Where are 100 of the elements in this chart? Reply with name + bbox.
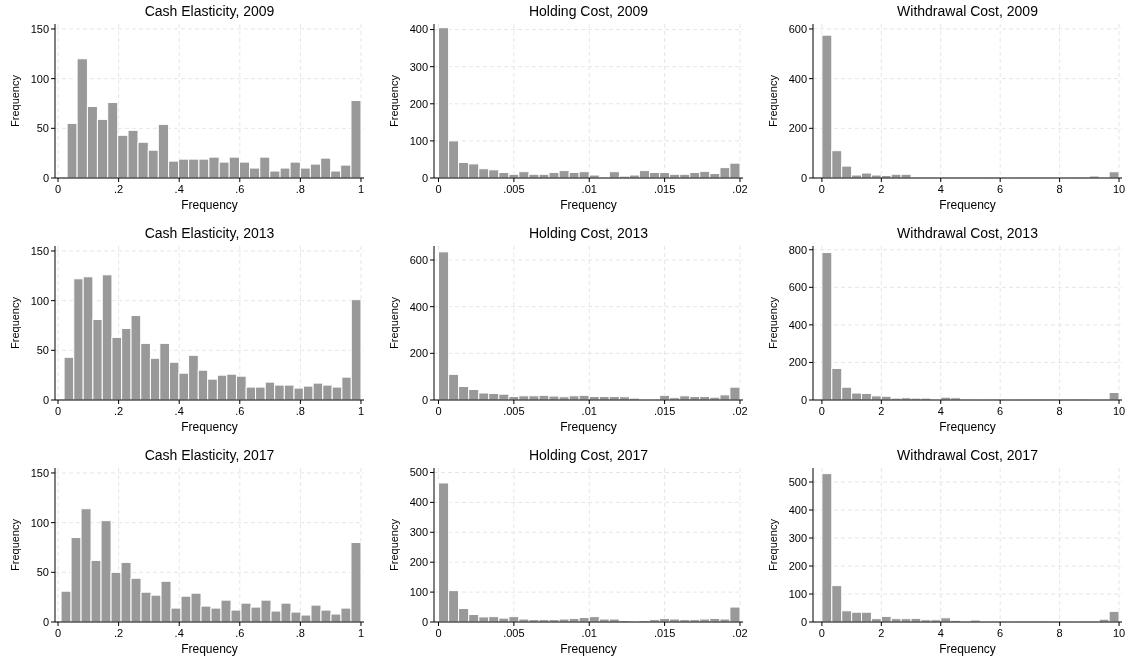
y-tick-label: 400 bbox=[409, 23, 428, 36]
x-tick-label: 6 bbox=[997, 405, 1004, 417]
x-axis-title: Frequency bbox=[181, 420, 238, 434]
chart-title: Cash Elasticity, 2013 bbox=[144, 225, 275, 241]
x-tick-label: 1 bbox=[357, 405, 365, 417]
x-tick-label: .6 bbox=[235, 627, 245, 639]
x-tick-label: .015 bbox=[653, 627, 676, 639]
x-tick-label: 0 bbox=[818, 183, 825, 195]
chart-title: Withdrawal Cost, 2009 bbox=[897, 3, 1039, 19]
x-tick-label: 0 bbox=[818, 405, 825, 417]
x-tick-label: .2 bbox=[114, 405, 124, 417]
x-tick-label: 0 bbox=[818, 627, 825, 639]
x-tick-label: 0 bbox=[54, 627, 62, 639]
chart-title: Withdrawal Cost, 2017 bbox=[897, 447, 1039, 463]
x-tick-label: .8 bbox=[295, 183, 305, 195]
chart-title: Cash Elasticity, 2017 bbox=[144, 447, 275, 463]
x-tick-label: .4 bbox=[174, 405, 184, 417]
y-tick-label: 500 bbox=[409, 466, 428, 479]
x-tick-label: .015 bbox=[653, 183, 676, 195]
x-tick-label: .005 bbox=[503, 627, 525, 639]
x-tick-label: 0 bbox=[435, 183, 442, 195]
y-tick-label: 50 bbox=[36, 344, 49, 357]
y-tick-label: 400 bbox=[409, 300, 428, 313]
y-tick-label: 0 bbox=[800, 615, 807, 628]
x-tick-label: 1 bbox=[357, 627, 365, 639]
x-tick-label: .4 bbox=[174, 183, 184, 195]
x-tick-label: 10 bbox=[1112, 627, 1126, 639]
x-tick-label: 4 bbox=[937, 405, 944, 417]
y-tick-label: 100 bbox=[30, 516, 49, 529]
x-tick-label: 1 bbox=[357, 183, 365, 195]
y-axis-title: Frequency bbox=[388, 74, 400, 127]
y-axis-title: Frequency bbox=[767, 296, 779, 349]
x-tick-label: .01 bbox=[581, 183, 597, 195]
x-tick-label: .015 bbox=[653, 405, 676, 417]
x-tick-label: 0 bbox=[435, 405, 442, 417]
x-tick-label: .8 bbox=[295, 405, 305, 417]
y-tick-label: 100 bbox=[409, 134, 428, 147]
y-tick-label: 100 bbox=[30, 294, 49, 307]
x-tick-label: 10 bbox=[1112, 405, 1126, 417]
y-tick-label: 100 bbox=[30, 72, 49, 85]
chart-title: Holding Cost, 2017 bbox=[528, 447, 649, 463]
y-tick-label: 600 bbox=[409, 253, 428, 266]
x-axis-title: Frequency bbox=[560, 198, 617, 212]
chart-title: Holding Cost, 2009 bbox=[528, 3, 649, 19]
y-tick-label: 200 bbox=[409, 556, 428, 569]
x-tick-label: 2 bbox=[878, 183, 885, 195]
y-axis-title: Frequency bbox=[9, 296, 21, 349]
x-tick-label: .02 bbox=[732, 405, 748, 417]
y-tick-label: 200 bbox=[788, 122, 807, 135]
x-tick-label: 2 bbox=[878, 627, 885, 639]
y-tick-label: 200 bbox=[788, 559, 807, 572]
y-tick-label: 400 bbox=[788, 503, 807, 516]
y-tick-label: 50 bbox=[36, 566, 49, 579]
x-tick-label: 8 bbox=[1056, 405, 1063, 417]
x-tick-label: 0 bbox=[54, 405, 62, 417]
y-tick-label: 400 bbox=[788, 72, 807, 85]
y-tick-label: 600 bbox=[788, 281, 807, 294]
y-tick-label: 0 bbox=[421, 171, 428, 184]
y-axis-title: Frequency bbox=[388, 518, 400, 571]
x-tick-label: .4 bbox=[174, 627, 184, 639]
x-tick-label: 4 bbox=[937, 627, 944, 639]
x-tick-label: .01 bbox=[581, 627, 597, 639]
y-axis-title: Frequency bbox=[9, 74, 21, 127]
x-tick-label: .6 bbox=[235, 183, 245, 195]
y-tick-label: 0 bbox=[421, 393, 428, 406]
x-tick-label: 0 bbox=[54, 183, 62, 195]
chart-title: Holding Cost, 2013 bbox=[528, 225, 649, 241]
y-tick-label: 0 bbox=[421, 615, 428, 628]
x-axis-title: Frequency bbox=[181, 642, 238, 656]
y-tick-label: 200 bbox=[788, 356, 807, 369]
x-tick-label: .01 bbox=[581, 405, 597, 417]
x-axis-title: Frequency bbox=[939, 642, 996, 656]
y-tick-label: 300 bbox=[788, 531, 807, 544]
x-tick-label: .6 bbox=[235, 405, 245, 417]
y-tick-label: 150 bbox=[30, 244, 49, 257]
x-tick-label: .2 bbox=[114, 183, 124, 195]
x-axis-title: Frequency bbox=[939, 420, 996, 434]
x-tick-label: 2 bbox=[878, 405, 885, 417]
y-tick-label: 100 bbox=[788, 587, 807, 600]
y-tick-label: 0 bbox=[42, 615, 49, 628]
x-tick-label: 4 bbox=[937, 183, 944, 195]
y-tick-label: 150 bbox=[30, 466, 49, 479]
x-axis-title: Frequency bbox=[560, 642, 617, 656]
y-tick-label: 300 bbox=[409, 60, 428, 73]
x-tick-label: 0 bbox=[435, 627, 442, 639]
y-tick-label: 800 bbox=[788, 243, 807, 256]
y-tick-label: 300 bbox=[409, 526, 428, 539]
y-axis-title: Frequency bbox=[9, 518, 21, 571]
y-tick-label: 0 bbox=[800, 393, 807, 406]
y-axis-title: Frequency bbox=[388, 296, 400, 349]
x-tick-label: .005 bbox=[503, 405, 525, 417]
x-tick-label: .02 bbox=[732, 627, 748, 639]
x-tick-label: .2 bbox=[114, 627, 124, 639]
x-tick-label: 6 bbox=[997, 627, 1004, 639]
x-tick-label: .02 bbox=[732, 183, 748, 195]
x-axis-title: Frequency bbox=[560, 420, 617, 434]
y-tick-label: 0 bbox=[42, 171, 49, 184]
x-axis-title: Frequency bbox=[939, 198, 996, 212]
x-axis-title: Frequency bbox=[181, 198, 238, 212]
y-tick-label: 200 bbox=[409, 347, 428, 360]
